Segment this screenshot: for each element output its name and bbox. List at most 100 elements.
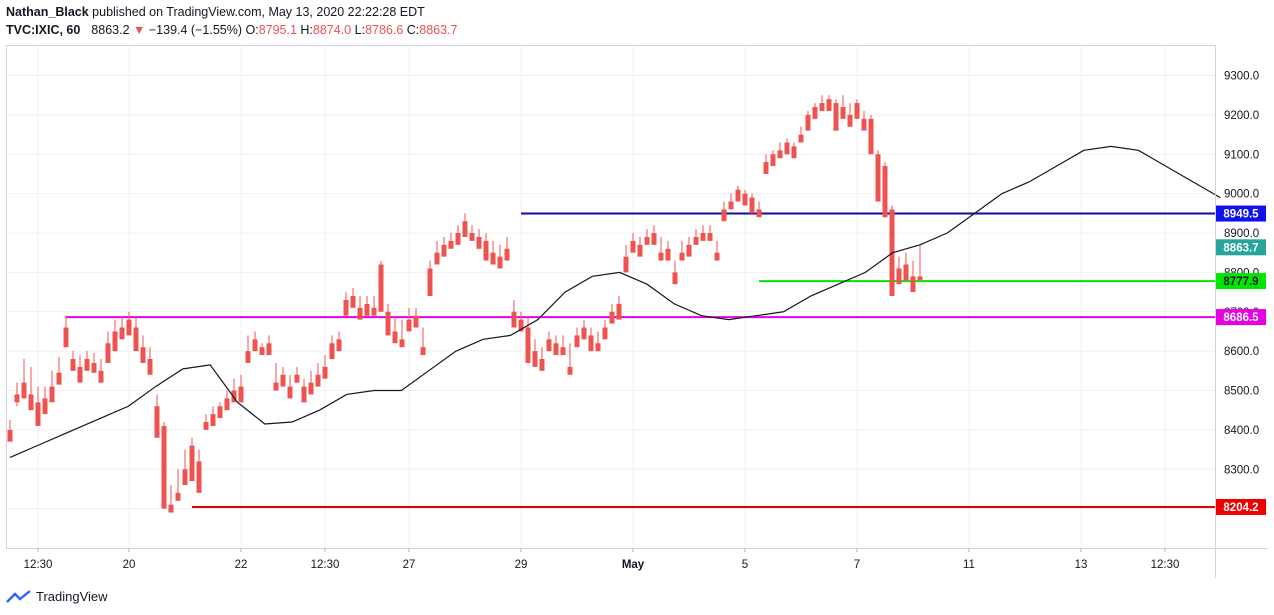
- candle-body: [196, 461, 202, 493]
- candle-body: [721, 209, 727, 222]
- candle-body: [336, 339, 342, 352]
- candle-body: [140, 347, 146, 363]
- price-badges: 8949.5 8777.9 8686.5 8204.2 8863.7: [1216, 205, 1266, 515]
- y-tick-label: 9100.0: [1224, 149, 1259, 161]
- candle-body: [770, 154, 776, 167]
- candle-body: [567, 366, 573, 375]
- candle-body: [854, 103, 860, 119]
- footer-brand[interactable]: TradingView: [6, 589, 108, 604]
- last-price-value: 8863.2: [91, 23, 130, 37]
- candle-body: [35, 402, 41, 426]
- candle-body: [812, 107, 818, 119]
- x-tick-label: 29: [515, 559, 528, 571]
- candle-body: [203, 422, 209, 430]
- candle-body: [777, 150, 783, 159]
- candle-body: [322, 366, 328, 379]
- candle-body: [294, 374, 300, 383]
- candle-body: [427, 268, 433, 297]
- candle-body: [504, 248, 510, 261]
- candle-body: [700, 233, 706, 241]
- candle-body: [168, 504, 174, 513]
- x-tick-label: 11: [963, 559, 975, 571]
- candle-body: [644, 236, 650, 245]
- x-tick-label: 13: [1075, 559, 1088, 571]
- candle-body: [630, 240, 636, 253]
- x-tick-label: 12:30: [311, 559, 340, 571]
- high-value: 8874.0: [312, 23, 352, 37]
- y-tick-label: 8900.0: [1224, 228, 1259, 240]
- candle-body: [686, 244, 692, 257]
- candle-body: [287, 386, 293, 399]
- candle-body: [616, 303, 622, 320]
- candle-body: [917, 276, 923, 281]
- x-tick-label: 12:30: [1151, 559, 1180, 571]
- candle-body: [28, 394, 34, 411]
- x-tick-label: 5: [742, 559, 748, 571]
- candle-body: [658, 252, 664, 261]
- candle-body: [546, 339, 552, 352]
- candle-body: [448, 240, 454, 249]
- candle-body: [42, 398, 48, 415]
- publish-info: Nathan_Black published on TradingView.co…: [6, 5, 425, 19]
- candle-body: [714, 252, 720, 261]
- candle-body: [210, 414, 216, 426]
- candle-body: [840, 107, 846, 119]
- x-tick-label: 12:30: [24, 559, 53, 571]
- candle-body: [679, 252, 685, 261]
- candle-body: [672, 272, 678, 285]
- candle-body: [539, 359, 545, 371]
- candle-body: [161, 425, 167, 509]
- candle-body: [259, 347, 265, 356]
- candle-body: [903, 264, 909, 281]
- x-tick-label: 22: [235, 559, 248, 571]
- candle-body: [434, 252, 440, 265]
- price-badge-label: 8863.7: [1223, 242, 1258, 254]
- x-tick-label: 7: [854, 559, 860, 571]
- close-label: C:: [406, 23, 420, 37]
- horizontal-levels: [66, 212, 1215, 508]
- plot-frame: [6, 45, 1216, 549]
- published-text: published on TradingView.com, May 13, 20…: [92, 5, 425, 19]
- candle-body: [98, 370, 104, 383]
- close-value: 8863.7: [419, 23, 458, 37]
- candle-body: [791, 146, 797, 159]
- candle-body: [182, 469, 188, 486]
- brand-name: TradingView: [36, 589, 108, 604]
- y-tick-label: 8300.0: [1224, 464, 1259, 476]
- candle-body: [819, 103, 825, 111]
- candle-body: [217, 406, 223, 419]
- candle-body: [574, 335, 580, 348]
- candle-body: [868, 118, 874, 155]
- x-tick-label: 27: [403, 559, 416, 571]
- candle-body: [749, 197, 755, 214]
- candle-body: [63, 327, 69, 348]
- candle-body: [693, 236, 699, 245]
- candle-body: [273, 382, 279, 391]
- time-axis[interactable]: 12:30 20 22 12:30 27 29 May 5 7 11 13 12:30: [24, 548, 1180, 571]
- candle-body: [385, 311, 391, 336]
- candle-body: [588, 335, 594, 352]
- candle-body: [462, 221, 468, 237]
- candle-body: [301, 386, 307, 403]
- candle-body: [875, 154, 881, 202]
- candle-body: [7, 429, 13, 442]
- candle-body: [21, 382, 27, 399]
- price-axis[interactable]: 8200.08300.08400.08500.08600.08700.08800…: [1224, 71, 1259, 516]
- candle-body: [497, 256, 503, 269]
- high-label: H:: [300, 23, 313, 37]
- candle-body: [133, 327, 139, 352]
- candle-body: [119, 327, 125, 340]
- candle-body: [189, 445, 195, 482]
- candle-body: [126, 319, 132, 336]
- candlestick-series: [7, 95, 923, 513]
- candle-body: [399, 339, 405, 348]
- price-badge: [1216, 498, 1266, 515]
- author-name[interactable]: Nathan_Black: [6, 5, 89, 19]
- candle-body: [623, 256, 629, 273]
- candle-body: [896, 268, 902, 285]
- y-tick-label: 8600.0: [1224, 346, 1259, 358]
- candle-body: [420, 347, 426, 356]
- candle-body: [77, 366, 83, 383]
- candle-body: [406, 319, 412, 332]
